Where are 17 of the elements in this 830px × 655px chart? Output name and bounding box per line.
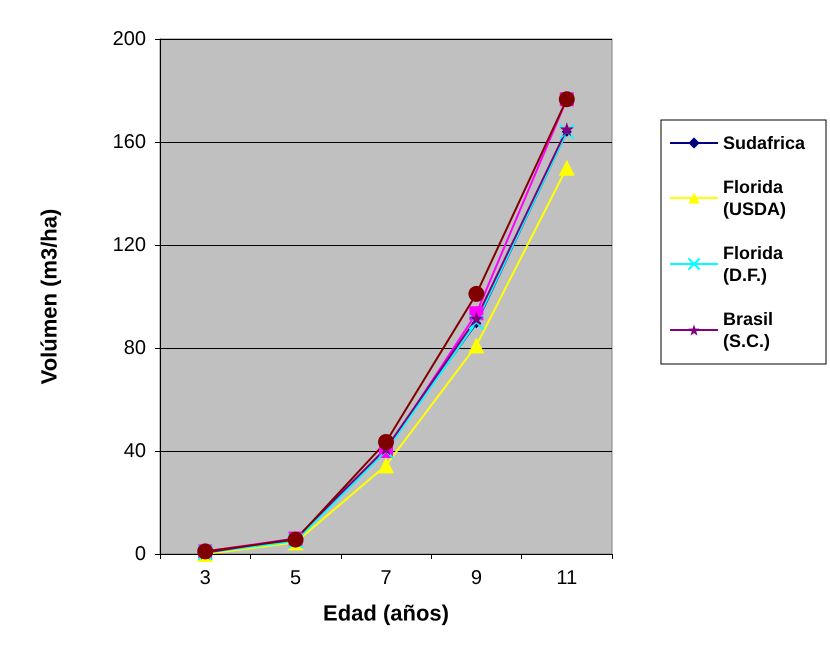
legend-label: Brasil (S.C.) — [723, 309, 778, 351]
x-tick-label: 5 — [290, 567, 302, 589]
legend-label: Sudafrica — [723, 133, 806, 153]
legend-label: Florida (D.F.) — [723, 243, 788, 285]
y-tick-label: 200 — [112, 28, 146, 50]
y-tick-label: 80 — [124, 337, 146, 359]
x-axis-title: Edad (años) — [323, 600, 449, 626]
x-tick-label: 7 — [380, 567, 392, 589]
y-tick-label: 160 — [112, 131, 146, 153]
y-tick-label: 0 — [134, 543, 146, 565]
x-tick-label: 11 — [556, 567, 578, 589]
legend-label: Florida (USDA) — [723, 177, 788, 219]
y-axis-title: Volúmen (m3/ha) — [36, 208, 62, 384]
x-tick-label: 9 — [470, 567, 482, 589]
x-tick-label: 3 — [200, 567, 211, 589]
y-tick-label: 40 — [124, 440, 146, 462]
y-tick-label: 120 — [112, 234, 146, 256]
